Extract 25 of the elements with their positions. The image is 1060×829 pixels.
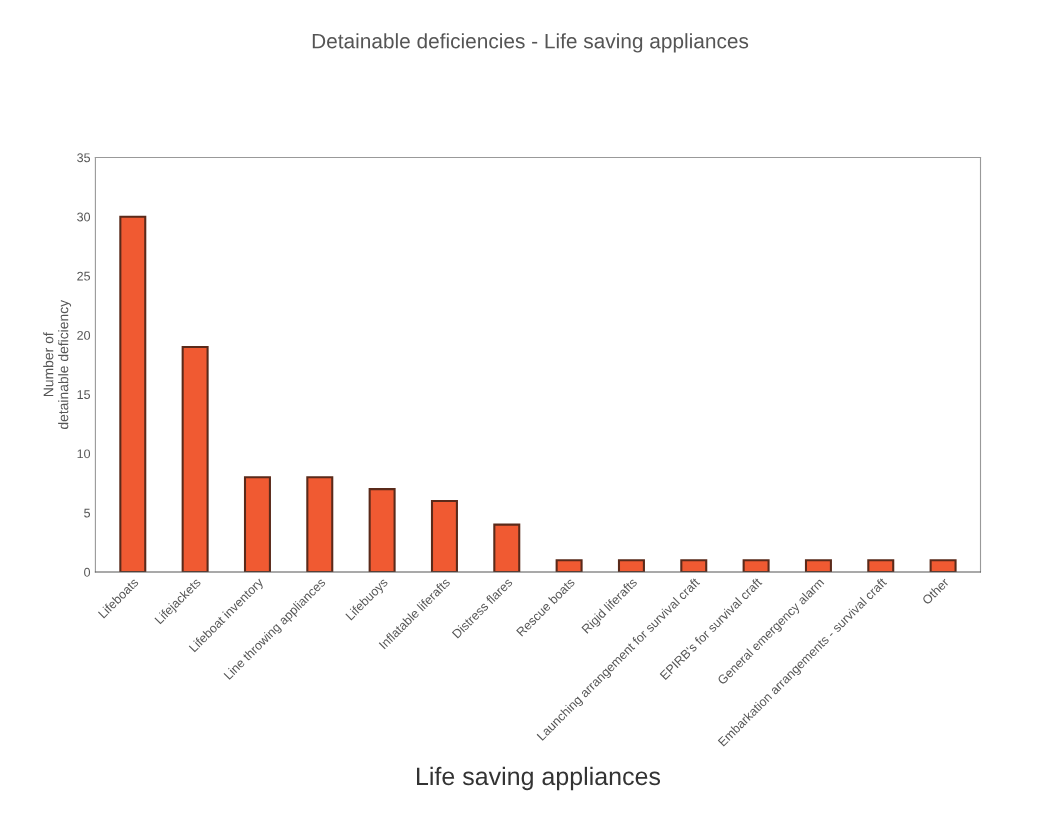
y-tick-label: 25 <box>77 271 91 281</box>
bar <box>306 476 334 573</box>
y-tick-label: 10 <box>77 449 91 459</box>
bar <box>368 488 396 573</box>
bar <box>493 523 521 573</box>
bar <box>555 559 583 573</box>
bar <box>430 499 458 573</box>
bar <box>243 476 271 573</box>
x-axis-title: Life saving appliances <box>417 766 661 791</box>
bar <box>929 559 957 573</box>
bar <box>742 559 770 573</box>
bar <box>617 559 645 573</box>
y-tick-label: 30 <box>77 212 91 222</box>
bar <box>119 215 147 573</box>
bar <box>680 559 708 573</box>
bar <box>867 559 895 573</box>
bar <box>804 559 832 573</box>
chart-title: Detainable deficiencies - Life saving appliances <box>312 33 749 53</box>
bar <box>181 345 209 573</box>
y-tick-label: 5 <box>84 508 91 518</box>
y-tick-label: 15 <box>77 390 91 400</box>
y-axis-title: Number of detainable deficiency <box>43 299 72 430</box>
y-tick-label: 0 <box>84 567 91 577</box>
y-tick-label: 20 <box>77 330 91 340</box>
y-tick-label: 35 <box>77 153 91 163</box>
